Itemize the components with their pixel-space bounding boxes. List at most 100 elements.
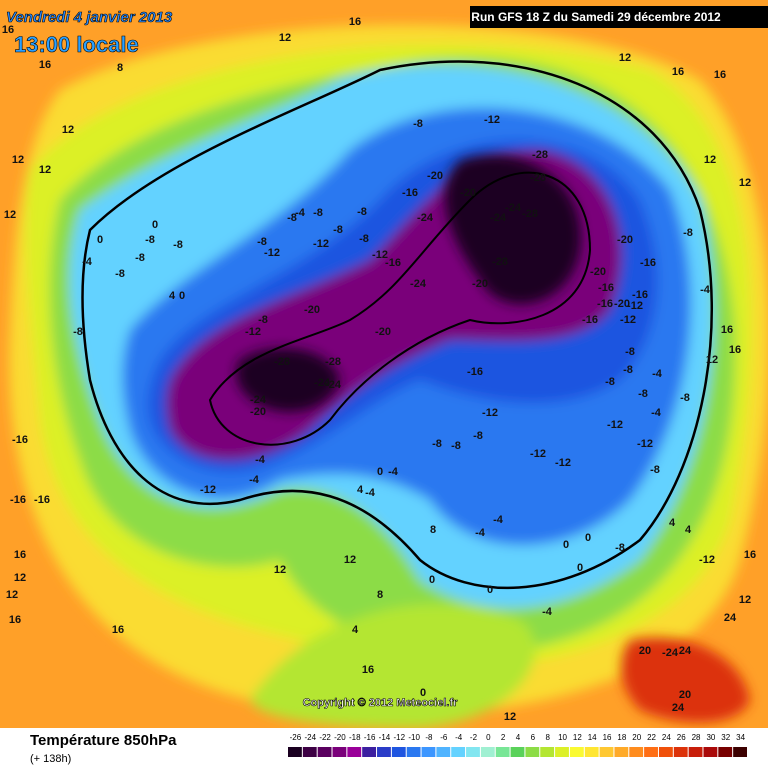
contour-label: -4: [82, 256, 93, 268]
contour-label: -24: [314, 377, 331, 389]
contour-label: 8: [117, 62, 123, 74]
contour-label: -8: [257, 236, 267, 248]
contour-label: -8: [625, 346, 635, 358]
contour-label: -28: [274, 356, 290, 368]
contour-label: -4: [475, 527, 486, 539]
scale-label: -18: [349, 733, 361, 742]
contour-label: 0: [179, 290, 185, 302]
scale-label: -2: [470, 733, 478, 742]
contour-label: -28: [522, 208, 538, 220]
contour-label: -12: [530, 448, 546, 460]
scale-swatch: [555, 747, 569, 757]
contour-label: -12: [699, 554, 715, 566]
scale-label: -8: [425, 733, 433, 742]
contour-label: -4: [388, 466, 399, 478]
scale-label: 4: [516, 733, 521, 742]
contour-label: 12: [14, 572, 26, 584]
scale-swatch: [629, 747, 644, 757]
contour-label: -16: [467, 366, 483, 378]
contour-label: 4: [357, 484, 364, 496]
contour-label: 12: [6, 589, 18, 601]
contour-label: 8: [377, 589, 383, 601]
contour-label: -8: [623, 364, 633, 376]
contour-label: -8: [313, 207, 323, 219]
contour-label: 24: [672, 702, 685, 714]
contour-label: -20: [250, 406, 266, 418]
contour-label: -8: [451, 440, 461, 452]
scale-swatch: [599, 747, 614, 757]
contour-label: -12: [482, 407, 498, 419]
contour-label: 16: [714, 69, 726, 81]
contour-label: -4: [700, 284, 711, 296]
contour-label: -24: [662, 647, 679, 659]
contour-label: -4: [295, 207, 306, 219]
contour-label: 16: [721, 324, 733, 336]
scale-label: -24: [304, 733, 316, 742]
contour-label: -20: [590, 266, 606, 278]
contour-label: -28: [532, 149, 548, 161]
contour-label: -12: [372, 249, 388, 261]
contour-label: 12: [619, 52, 631, 64]
contour-label: -24: [250, 394, 267, 406]
scale-label: 16: [603, 733, 612, 742]
scale-swatch: [391, 747, 406, 757]
contour-label: -8: [145, 234, 155, 246]
contour-label: -16: [385, 257, 401, 269]
contour-label: 0: [152, 219, 158, 231]
contour-label: 16: [39, 59, 51, 71]
contour-label: -8: [333, 224, 343, 236]
scale-swatch: [362, 747, 377, 757]
scale-swatch: [466, 747, 480, 757]
scale-label: 10: [558, 733, 567, 742]
contour-label: -12: [245, 326, 261, 338]
contour-label: -8: [135, 252, 145, 264]
contour-label: -16: [402, 187, 418, 199]
scale-label: -10: [408, 733, 420, 742]
scale-swatch: [451, 747, 466, 757]
contour-label: -12: [627, 300, 643, 312]
contour-label: -4: [651, 407, 662, 419]
contour-label: -8: [357, 206, 367, 218]
contour-label: -24: [325, 379, 342, 391]
contour-label: 0: [487, 584, 493, 596]
scale-label: -20: [334, 733, 346, 742]
scale-swatch: [688, 747, 703, 757]
contour-label: -12: [637, 438, 653, 450]
contour-label: 20: [639, 645, 651, 657]
contour-label: 12: [704, 154, 716, 166]
map-background: [0, 0, 768, 728]
contour-label: -4: [493, 514, 504, 526]
contour-label: 0: [97, 234, 103, 246]
scale-swatch: [673, 747, 688, 757]
contour-label: -28: [530, 172, 546, 184]
contour-label: 16: [2, 24, 14, 36]
contour-label: 16: [744, 549, 756, 561]
contour-label: -12: [555, 457, 571, 469]
scale-swatch: [377, 747, 391, 757]
contour-label: -12: [607, 419, 623, 431]
contour-label: -24: [490, 212, 507, 224]
contour-label: 16: [9, 614, 21, 626]
contour-label: -12: [264, 247, 280, 259]
scale-label: -26: [290, 733, 302, 742]
contour-label: -24: [417, 212, 434, 224]
contour-label: -16: [10, 494, 26, 506]
contour-label: -20: [304, 304, 320, 316]
scale-label: -22: [319, 733, 331, 742]
contour-label: -16: [12, 434, 28, 446]
contour-label: -8: [638, 388, 648, 400]
contour-label: 16: [729, 344, 741, 356]
contour-label: 4: [169, 290, 176, 302]
contour-label: 0: [577, 562, 583, 574]
contour-label: -28: [492, 256, 508, 268]
contour-label: -24: [410, 278, 427, 290]
scale-swatch: [733, 747, 747, 757]
contour-label: -20: [617, 234, 633, 246]
contour-label: -8: [473, 430, 483, 442]
field-title: Température 850hPa: [30, 732, 177, 749]
copyright: Copyright © 2012 Meteociel.fr: [303, 697, 459, 709]
scale-label: 6: [531, 733, 536, 742]
contour-label: -20: [472, 278, 488, 290]
contour-label: -8: [650, 464, 660, 476]
